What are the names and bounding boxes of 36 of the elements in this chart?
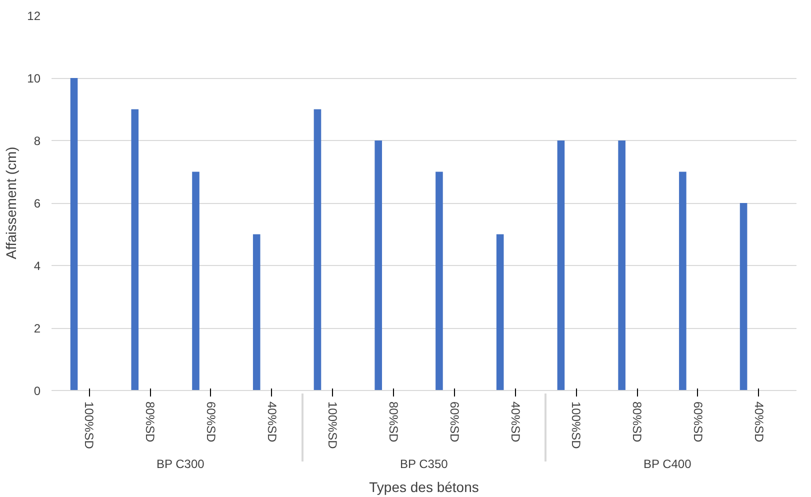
bar: [131, 109, 139, 390]
x-tick-label: 80%SD: [143, 402, 158, 443]
x-tick-label: 60%SD: [447, 402, 462, 443]
x-tick-label: 40%SD: [508, 402, 522, 443]
x-tick-label: 60%SD: [690, 402, 705, 443]
bar: [314, 109, 322, 390]
text: BP C400: [643, 456, 692, 471]
bar: [740, 203, 748, 390]
bar: [192, 172, 200, 390]
y-tick-label: 6: [34, 196, 41, 210]
x-tick-label: 80%SD: [386, 402, 401, 443]
x-tick-label: 80%SD: [630, 402, 644, 443]
x-tick-label: 40%SD: [752, 402, 766, 443]
bar: [252, 234, 260, 390]
y-tick-label: 10: [27, 72, 41, 86]
y-tick-label: 8: [34, 134, 41, 148]
bar: [557, 140, 565, 390]
bar: [618, 140, 626, 390]
bar: [70, 78, 78, 390]
text: BP C300: [156, 456, 205, 471]
x-tick-label: 100%SD: [326, 402, 340, 450]
text: BP C350: [400, 456, 448, 471]
x-axis-title: Types des bétons: [369, 478, 479, 495]
y-tick-label: 12: [27, 9, 41, 23]
y-tick-label: 0: [34, 384, 41, 398]
x-tick-label: 100%SD: [569, 402, 584, 450]
x-tick-label: 60%SD: [204, 402, 218, 443]
y-tick-label: 2: [34, 322, 41, 336]
x-tick-label: 40%SD: [264, 402, 279, 443]
bar: [374, 140, 382, 390]
bar: [679, 172, 686, 390]
y-tick-label: 4: [34, 259, 41, 273]
x-tick-label: 100%SD: [82, 402, 96, 450]
bar: [436, 172, 443, 390]
bar: [496, 234, 504, 390]
y-axis-title: Affaissement (cm): [3, 146, 20, 260]
